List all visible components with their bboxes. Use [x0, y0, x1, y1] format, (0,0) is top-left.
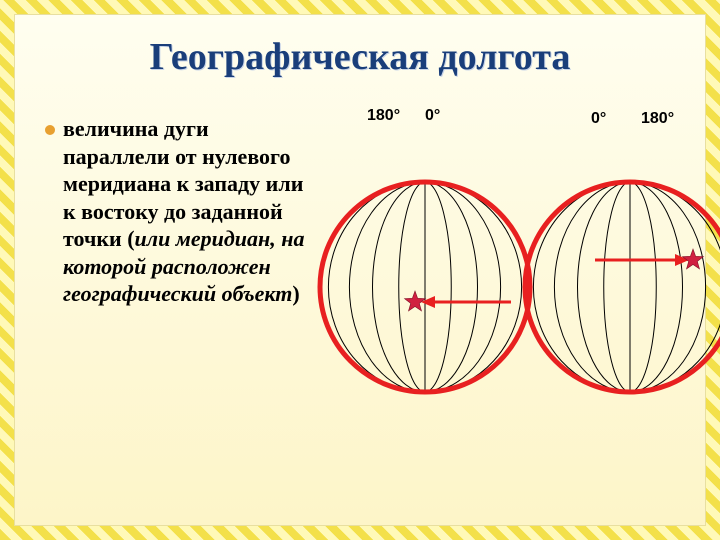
- text-column: величина дуги параллели от нулевого мери…: [45, 107, 305, 467]
- label-left-0: 0°: [425, 107, 440, 125]
- label-left-180: 180°: [367, 107, 400, 125]
- slide-title: Географическая долгота: [45, 35, 675, 79]
- label-right-180: 180°: [641, 110, 674, 128]
- bullet-icon: [45, 125, 55, 135]
- body-text: величина дуги параллели от нулевого мери…: [63, 115, 305, 308]
- content-row: величина дуги параллели от нулевого мери…: [45, 107, 675, 467]
- diagram-column: 180° 0° 0° 180°: [315, 107, 675, 467]
- slide: Географическая долгота величина дуги пар…: [14, 14, 706, 526]
- bullet-item: величина дуги параллели от нулевого мери…: [45, 115, 305, 308]
- globe-right: [315, 127, 720, 417]
- definition-close: ): [292, 281, 299, 306]
- label-right-0: 0°: [591, 110, 606, 128]
